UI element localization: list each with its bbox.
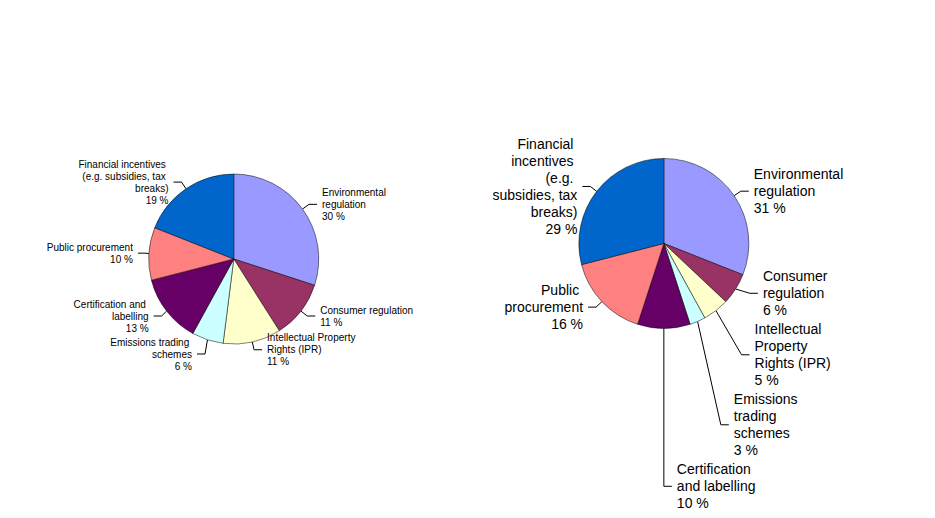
svg-text:30 %: 30 % xyxy=(322,211,345,222)
svg-text:5 %: 5 % xyxy=(755,372,779,388)
svg-text:Intellectual: Intellectual xyxy=(755,321,826,337)
svg-text:Property: Property xyxy=(755,338,812,354)
svg-text:Certification: Certification xyxy=(677,461,755,477)
svg-text:procurement: procurement xyxy=(504,299,583,315)
svg-text:19 %: 19 % xyxy=(146,195,169,206)
svg-text:schemes: schemes xyxy=(152,349,192,360)
svg-text:10 %: 10 % xyxy=(677,495,709,511)
svg-text:labelling: labelling xyxy=(112,311,149,322)
svg-text:breaks): breaks) xyxy=(135,183,168,194)
svg-text:Certification and: Certification and xyxy=(74,299,149,310)
svg-text:subsidies, tax: subsidies, tax xyxy=(493,187,578,203)
svg-text:Financial: Financial xyxy=(517,136,577,152)
svg-text:3 %: 3 % xyxy=(734,442,758,458)
svg-text:Intellectual Property: Intellectual Property xyxy=(267,332,358,343)
svg-text:29 %: 29 % xyxy=(545,221,577,237)
svg-text:breaks): breaks) xyxy=(527,204,578,220)
svg-text:11 %: 11 % xyxy=(320,317,342,328)
svg-text:Public: Public xyxy=(541,282,583,298)
svg-text:schemes: schemes xyxy=(734,425,790,441)
svg-text:and labelling: and labelling xyxy=(677,478,756,494)
svg-text:Environmental: Environmental xyxy=(754,166,847,182)
svg-text:regulation: regulation xyxy=(754,183,816,199)
svg-text:(e.g. subsidies, tax: (e.g. subsidies, tax xyxy=(82,171,168,182)
svg-text:6 %: 6 % xyxy=(175,361,192,372)
svg-text:11 %: 11 % xyxy=(267,356,289,367)
svg-text:trading: trading xyxy=(734,408,781,424)
svg-text:16 %: 16 % xyxy=(551,316,583,332)
svg-text:(e.g.: (e.g. xyxy=(545,170,577,186)
svg-text:Financial incentives: Financial incentives xyxy=(78,159,168,170)
svg-text:Emissions: Emissions xyxy=(734,391,802,407)
svg-text:incentives: incentives xyxy=(511,153,577,169)
svg-text:Rights (IPR): Rights (IPR) xyxy=(755,355,831,371)
svg-text:Rights (IPR): Rights (IPR) xyxy=(267,344,321,355)
svg-text:31 %: 31 % xyxy=(754,200,786,216)
svg-text:Consumer regulation: Consumer regulation xyxy=(320,305,413,316)
svg-text:10 %: 10 % xyxy=(110,254,133,265)
svg-text:13 %: 13 % xyxy=(126,323,149,334)
svg-text:Environmental: Environmental xyxy=(322,187,389,198)
svg-text:Public procurement: Public procurement xyxy=(47,242,133,253)
svg-text:regulation: regulation xyxy=(763,285,825,301)
svg-text:6 %: 6 % xyxy=(763,302,787,318)
svg-text:Consumer: Consumer xyxy=(763,268,831,284)
svg-text:Emissions trading: Emissions trading xyxy=(110,337,192,348)
svg-text:regulation: regulation xyxy=(322,199,366,210)
